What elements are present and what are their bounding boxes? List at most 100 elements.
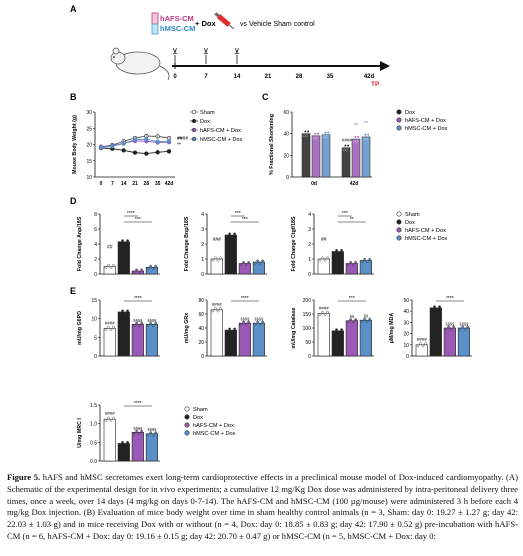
panel-e-point: [154, 321, 157, 325]
legend-label: hAFS-CM + Dox: [405, 118, 446, 124]
timeline-label: 35: [327, 74, 334, 80]
panel-e-point: [104, 328, 108, 331]
panel-d-y-axis-label: Fold Change Anp/18S: [77, 216, 83, 271]
legend-label: Dox: [405, 110, 415, 116]
panel-e-annotation: §§: [364, 313, 368, 318]
panel-d-bar: [117, 241, 130, 275]
panel-d-point: [132, 270, 136, 274]
panel-d-point: [126, 239, 129, 242]
panel-d-point: [140, 268, 143, 272]
panel-d-point: [211, 258, 215, 262]
panel-d-point: [219, 256, 222, 260]
panel-e-point: [416, 344, 420, 348]
panel-b-annotation: **: [177, 142, 181, 148]
panel-e-point: [447, 325, 450, 329]
panel-e-annotation: §§§§: [147, 317, 156, 322]
panel-c-y-tick-label: 20: [283, 153, 289, 159]
panel-e-y-tick-label: 5: [94, 335, 97, 341]
plus-dox-label: + Dox: [195, 19, 216, 28]
panel-c-point: [312, 136, 316, 140]
timeline-labels: 0 7 14 21 28 35 42d: [173, 74, 374, 80]
panel-e-point: [109, 328, 113, 331]
panel-e-point: [433, 305, 436, 308]
panel-b-x-tick-label: 42d: [165, 181, 174, 187]
panel-e-point: [126, 440, 129, 444]
legend-panel-d: Sham Dox hAFS-CM + Dox hMSC-CM + Dox: [396, 211, 448, 242]
panel-c-point: [314, 132, 317, 135]
panel-e-point: [244, 322, 248, 326]
panel-c-y-tick-label: 60: [283, 110, 289, 116]
panel-e-y-tick-label: 10: [91, 317, 97, 323]
panel-d-bar: [331, 251, 344, 275]
timeline-label: 42d: [364, 74, 375, 80]
panel-d-point: [349, 260, 352, 264]
panel-e-point: [104, 419, 108, 422]
panel-c-y-tick-label: 40: [283, 132, 289, 138]
panel-e-subplot: 0 50 100 150 200 mU/mg Catalase #### *** §§ §§: [291, 296, 374, 360]
legend-label: hMSC-CM + Dox: [193, 431, 236, 437]
panel-e-y-axis-label: mU/mg GRx: [184, 313, 190, 343]
panel-d-annotation: ***: [342, 211, 348, 217]
panel-e-bar: [252, 322, 265, 357]
panel-e-y-tick-label: 0.5: [90, 440, 97, 446]
panel-d-point: [118, 241, 122, 245]
legend-marker: [184, 422, 190, 428]
legend-label: Dox: [200, 119, 210, 125]
panel-d-y-tick-label: 4: [94, 242, 97, 248]
panel-d-y-tick-label: 0: [201, 272, 204, 278]
panel-d-point: [340, 248, 343, 252]
legend-marker: [191, 136, 197, 142]
panel-d-point: [335, 248, 338, 252]
panel-b-y-tick-label: 25: [86, 126, 92, 132]
panel-e-annotation: §§§§: [445, 321, 454, 326]
panel-d-point: [225, 234, 229, 238]
panel-b-y-axis-label: Mouse Body Weight (g): [72, 115, 78, 174]
panel-e-annotation: ****: [134, 296, 142, 302]
legend-label: hAFS-CM + Dox: [200, 128, 241, 134]
panel-e-point: [149, 321, 152, 325]
panel-e-annotation: ####: [105, 320, 116, 325]
timeline-arrowhead: [380, 61, 390, 71]
panel-d-point: [354, 260, 357, 264]
panel-d-y-tick-label: 2: [201, 242, 204, 248]
panel-e-point: [126, 309, 129, 313]
panel-b-body-weight-chart: 10 15 20 25 30 Mouse Body Weight (g) 0 7 14 21 28 3…: [72, 110, 188, 187]
panel-c-bar: [341, 147, 351, 178]
panel-e-point: [354, 318, 357, 321]
panel-e-point: [239, 322, 243, 326]
panel-e-point: [118, 443, 122, 446]
panel-d-point: [258, 261, 262, 265]
panel-d-point: [109, 266, 113, 270]
legend-marker: [191, 127, 197, 133]
panel-c-point: [354, 135, 357, 139]
panel-c-point: [342, 148, 346, 152]
panel-e-subplot: 0 10 20 30 40 50 µM/mg MDA #### **** §§§§ §§§§: [389, 296, 472, 360]
panel-e-point: [233, 327, 236, 331]
panel-c-point: [304, 130, 307, 133]
legend-label: Sham: [193, 407, 208, 413]
panel-d-y-tick-label: 0: [308, 272, 311, 278]
panel-e-y-tick-label: 80: [198, 298, 204, 304]
panel-d-point: [104, 266, 108, 270]
panel-d-bar: [252, 261, 265, 275]
panel-e-y-tick-label: 0: [406, 354, 409, 360]
panel-e-point: [118, 311, 122, 315]
panel-e-point: [463, 327, 467, 331]
panel-e-point: [466, 325, 469, 329]
panel-e-subplot: 0.0 0.5 1.0 1.5 U/mg MRC I #### **** §§§§ §§§§: [77, 401, 160, 465]
panel-e-bar: [443, 327, 456, 357]
panel-e-y-tick-label: 100: [303, 326, 312, 332]
panel-d-point: [363, 257, 366, 261]
panel-e-annotation: ####: [417, 337, 428, 342]
panel-d-point: [346, 263, 350, 267]
panel-e-point: [228, 327, 231, 331]
panel-d-point: [368, 257, 371, 261]
panel-e-y-tick-label: 150: [303, 312, 312, 318]
panel-e-point: [154, 431, 157, 434]
panel-e-point: [149, 431, 152, 434]
panel-e-point: [421, 344, 425, 348]
panel-e-bar: [145, 323, 158, 357]
hmsc-label: hMSC-CM: [160, 24, 195, 33]
legend-label: Dox: [193, 415, 203, 421]
panel-e-point: [360, 320, 364, 323]
